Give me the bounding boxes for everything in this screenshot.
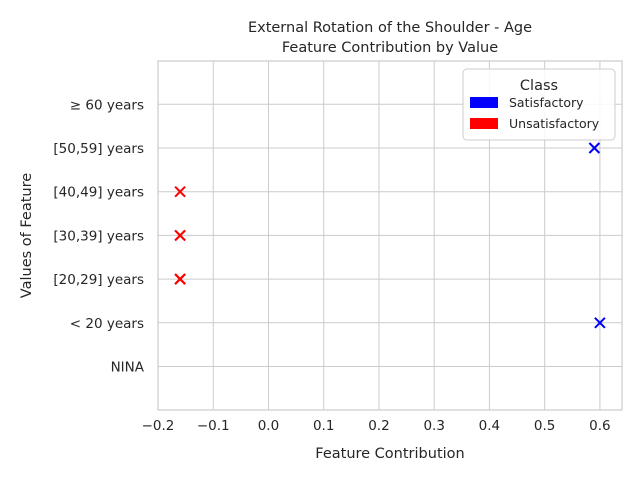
data-point-unsatisfactory [174,229,186,242]
y-axis-ticks: NINA < 20 years [20,29] years [30,39] years… [53,97,144,375]
data-point-satisfactory [588,142,601,154]
legend-frame [462,68,616,141]
chart-title-line-1: External Rotation of the Shoulder - Age [248,20,532,36]
legend-swatch-unsatisfactory [470,118,498,129]
legend: Class Satisfactory Unsatisfactory [462,68,616,141]
legend-label-satisfactory: Satisfactory [509,95,584,110]
y-tick-label: [40,49] years [53,185,144,201]
x-tick-label: 0.6 [589,418,610,434]
y-tick-label: [50,59] years [53,141,144,157]
x-tick-label: 0.1 [313,418,334,434]
y-tick-label: NINA [111,360,145,376]
x-axis-label: Feature Contribution [315,446,464,462]
legend-swatch-satisfactory [470,97,498,108]
x-axis-ticks: −0.2 −0.1 0.0 0.1 0.2 0.3 0.4 0.5 0.6 [142,418,611,434]
grid [157,61,622,410]
y-tick-label: ≥ 60 years [70,97,144,113]
x-tick-label: 0.0 [258,418,279,434]
legend-label-unsatisfactory: Unsatisfactory [509,116,600,131]
x-tick-label: 0.3 [423,418,444,434]
data-point-unsatisfactory [174,185,186,198]
x-tick-label: −0.2 [142,418,175,434]
y-tick-label: [30,39] years [53,228,144,244]
data-point-satisfactory [594,317,606,329]
data-points [174,142,606,329]
x-tick-label: 0.5 [534,418,555,434]
plot-frame [157,60,623,411]
legend-title: Class [520,78,558,94]
x-tick-label: 0.2 [368,418,389,434]
x-tick-label: −0.1 [197,418,230,434]
y-tick-label: [20,29] years [53,272,144,288]
y-axis-label: Values of Feature [19,173,35,298]
chart-title-line-2: Feature Contribution by Value [282,40,498,56]
y-tick-label: < 20 years [70,316,144,332]
x-tick-label: 0.4 [479,418,500,434]
data-point-unsatisfactory [174,273,186,285]
